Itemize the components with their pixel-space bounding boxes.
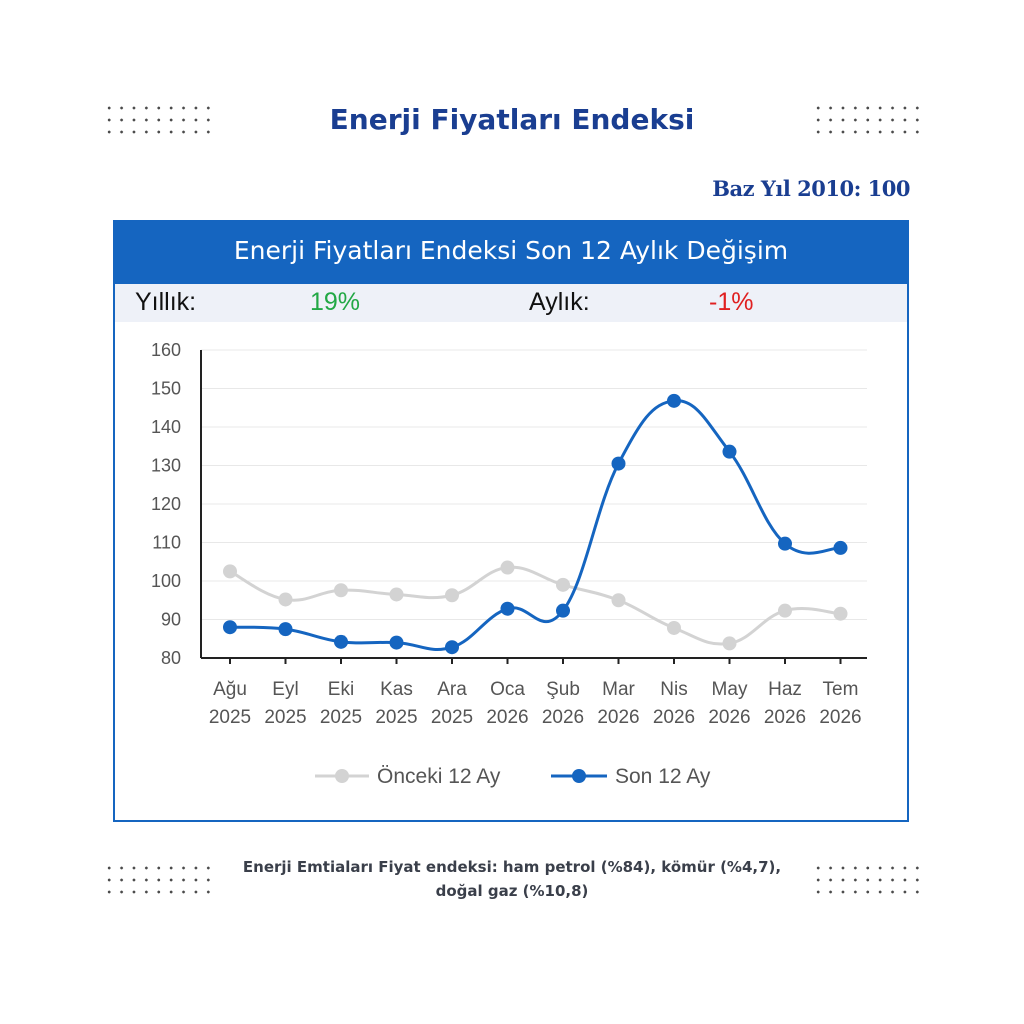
x-tick-label-month: Eyl <box>272 679 298 700</box>
y-tick-label: 120 <box>151 494 181 514</box>
x-tick-label-year: 2026 <box>486 707 528 728</box>
x-tick-label-month: Haz <box>768 679 802 700</box>
x-tick-label-year: 2026 <box>819 707 861 728</box>
y-tick-label: 80 <box>161 648 181 668</box>
x-tick-label-month: May <box>712 679 748 700</box>
monthly-value: -1% <box>709 288 754 316</box>
data-point <box>500 560 515 575</box>
x-tick-label-year: 2025 <box>375 707 417 728</box>
monthly-label: Aylık: <box>529 288 590 316</box>
x-tick-label-year: 2026 <box>542 707 584 728</box>
y-tick-label: 90 <box>161 610 181 630</box>
chart-card: Enerji Fiyatları Endeksi Son 12 Aylık De… <box>113 220 909 822</box>
x-tick-label-year: 2026 <box>597 707 639 728</box>
x-tick-label-month: Ara <box>437 679 467 700</box>
x-tick-label-year: 2026 <box>653 707 695 728</box>
x-tick-label-month: Oca <box>490 679 525 700</box>
data-point <box>278 592 293 607</box>
footnote: Enerji Emtiaları Fiyat endeksi: ham petr… <box>0 855 1024 903</box>
data-point <box>722 444 737 459</box>
legend-swatch-marker <box>335 769 349 783</box>
x-tick-label-year: 2026 <box>764 707 806 728</box>
data-point <box>833 606 848 621</box>
x-tick-label-month: Ağu <box>213 679 247 700</box>
legend-label: Önceki 12 Ay <box>377 765 501 788</box>
data-point <box>778 603 792 618</box>
data-point <box>334 634 348 649</box>
data-point <box>556 577 570 592</box>
y-tick-label: 110 <box>152 533 181 553</box>
decorative-dots-bottom-left <box>103 862 215 894</box>
data-point <box>500 601 515 616</box>
stats-row: Yıllık: 19% Aylık: -1% <box>115 284 907 322</box>
data-point <box>667 620 681 635</box>
data-point <box>778 536 792 551</box>
line-chart: 80 90 100 110 120 130 140 150 160 Ağu 2025 Eyl 2025 E… <box>151 340 867 788</box>
x-tick-label-month: Mar <box>602 679 635 700</box>
x-tick-label-month: Nis <box>660 679 687 700</box>
x-tick-label-year: 2025 <box>320 707 362 728</box>
y-tick-label: 130 <box>151 456 181 476</box>
page-title: Enerji Fiyatları Endeksi <box>329 103 695 136</box>
data-point <box>223 620 237 635</box>
series-line <box>229 565 841 646</box>
y-tick-label: 140 <box>151 417 181 437</box>
data-point <box>556 603 570 618</box>
data-point <box>223 564 237 579</box>
decorative-dots-top-left <box>103 102 215 134</box>
legend-swatch-marker <box>572 769 586 783</box>
series-line <box>229 399 841 652</box>
data-point <box>389 587 404 602</box>
x-tick-label-year: 2025 <box>431 707 473 728</box>
y-tick-label: 160 <box>151 340 181 360</box>
footnote-line-2: doğal gaz (%10,8) <box>435 882 589 900</box>
data-point <box>722 636 737 651</box>
x-tick-label-year: 2025 <box>264 707 306 728</box>
card-header: Enerji Fiyatları Endeksi Son 12 Aylık De… <box>115 222 907 284</box>
legend-label: Son 12 Ay <box>615 765 711 788</box>
x-tick-label-month: Şub <box>546 679 580 700</box>
base-year-label: Baz Yıl 2010: 100 <box>712 176 910 201</box>
data-point <box>833 540 848 555</box>
yearly-label: Yıllık: <box>135 288 197 316</box>
y-tick-label: 100 <box>151 571 181 591</box>
y-tick-label: 150 <box>151 379 181 399</box>
data-point <box>389 635 404 650</box>
data-point <box>445 588 459 603</box>
data-point <box>611 456 626 471</box>
data-point <box>445 640 459 655</box>
data-point <box>334 583 348 598</box>
decorative-dots-top-right <box>812 102 924 134</box>
footnote-line-1: Enerji Emtiaları Fiyat endeksi: ham petr… <box>242 858 782 876</box>
x-tick-label-month: Kas <box>380 679 413 700</box>
x-tick-label-year: 2026 <box>708 707 750 728</box>
data-point <box>611 593 626 608</box>
x-tick-label-month: Eki <box>328 679 354 700</box>
decorative-dots-bottom-right <box>812 862 924 894</box>
x-tick-label-month: Tem <box>823 679 859 700</box>
data-point <box>278 622 293 637</box>
x-tick-label-year: 2025 <box>209 707 251 728</box>
yearly-value: 19% <box>310 288 361 316</box>
data-point <box>667 393 681 408</box>
